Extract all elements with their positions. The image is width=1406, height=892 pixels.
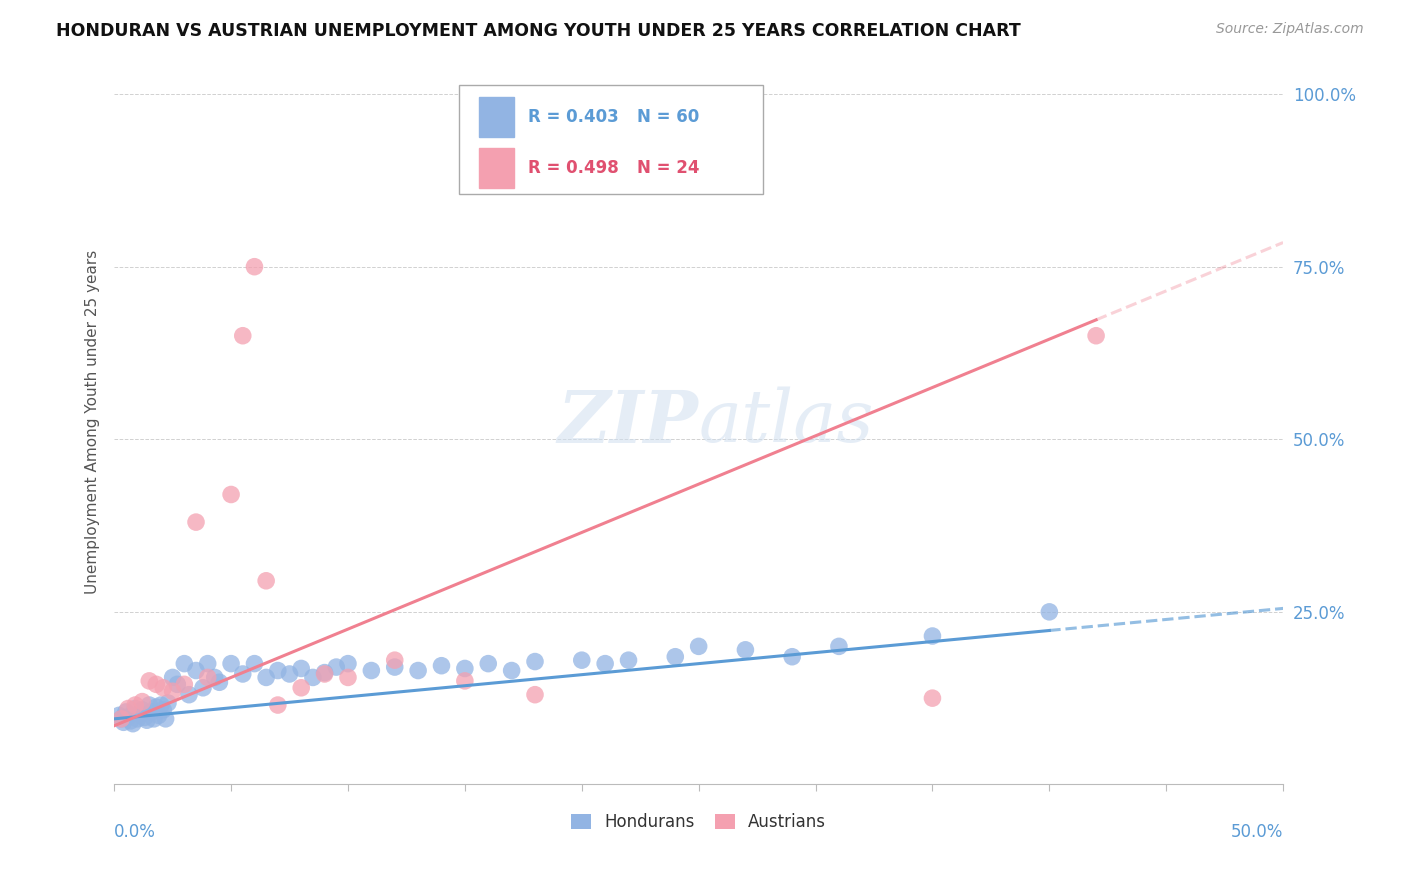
- Point: [254, 670, 277, 684]
- Point: [314, 665, 336, 680]
- Point: [430, 658, 453, 673]
- Point: [131, 695, 153, 709]
- Point: [162, 684, 184, 698]
- Point: [173, 657, 195, 671]
- Point: [134, 710, 156, 724]
- Point: [1038, 605, 1060, 619]
- Point: [127, 712, 149, 726]
- Point: [501, 664, 523, 678]
- Point: [117, 710, 139, 724]
- Point: [664, 649, 686, 664]
- Text: ZIP: ZIP: [558, 386, 699, 458]
- Text: N = 24: N = 24: [637, 159, 699, 177]
- Point: [184, 664, 207, 678]
- Point: [156, 696, 179, 710]
- Point: [129, 706, 152, 721]
- Text: Source: ZipAtlas.com: Source: ZipAtlas.com: [1216, 22, 1364, 37]
- Point: [152, 703, 174, 717]
- Point: [593, 657, 616, 671]
- Point: [177, 688, 200, 702]
- Y-axis label: Unemployment Among Youth under 25 years: Unemployment Among Youth under 25 years: [86, 250, 100, 594]
- Point: [254, 574, 277, 588]
- Point: [122, 716, 145, 731]
- Point: [314, 667, 336, 681]
- Point: [110, 712, 132, 726]
- Point: [191, 681, 214, 695]
- Point: [152, 681, 174, 695]
- Point: [921, 629, 943, 643]
- Point: [232, 667, 254, 681]
- Point: [325, 660, 347, 674]
- Text: HONDURAN VS AUSTRIAN UNEMPLOYMENT AMONG YOUTH UNDER 25 YEARS CORRELATION CHART: HONDURAN VS AUSTRIAN UNEMPLOYMENT AMONG …: [56, 22, 1021, 40]
- Point: [406, 664, 429, 678]
- Point: [267, 664, 290, 678]
- Point: [617, 653, 640, 667]
- Point: [336, 670, 359, 684]
- Point: [734, 642, 756, 657]
- FancyBboxPatch shape: [458, 85, 763, 194]
- Legend: Hondurans, Austrians: Hondurans, Austrians: [564, 806, 832, 838]
- Point: [131, 703, 153, 717]
- Point: [524, 655, 547, 669]
- Text: atlas: atlas: [699, 387, 875, 458]
- Point: [142, 712, 165, 726]
- Point: [197, 657, 219, 671]
- Point: [173, 677, 195, 691]
- Text: R = 0.403: R = 0.403: [529, 108, 619, 126]
- Point: [124, 698, 146, 712]
- Point: [302, 670, 325, 684]
- Point: [571, 653, 593, 667]
- Point: [1085, 328, 1108, 343]
- Point: [148, 708, 170, 723]
- Text: R = 0.498: R = 0.498: [529, 159, 619, 177]
- Point: [117, 701, 139, 715]
- Point: [477, 657, 499, 671]
- Text: 50.0%: 50.0%: [1230, 823, 1284, 841]
- Point: [243, 657, 266, 671]
- Point: [155, 712, 177, 726]
- Point: [110, 712, 132, 726]
- Point: [204, 670, 226, 684]
- Text: N = 60: N = 60: [637, 108, 699, 126]
- Point: [145, 677, 167, 691]
- Bar: [479, 97, 515, 137]
- Point: [162, 670, 184, 684]
- Point: [454, 661, 477, 675]
- Point: [141, 705, 163, 719]
- Point: [219, 487, 242, 501]
- Point: [197, 670, 219, 684]
- Point: [921, 691, 943, 706]
- Point: [243, 260, 266, 274]
- Point: [828, 640, 851, 654]
- Point: [149, 698, 172, 712]
- Point: [267, 698, 290, 712]
- Point: [138, 673, 160, 688]
- Point: [219, 657, 242, 671]
- Point: [688, 640, 710, 654]
- Point: [184, 515, 207, 529]
- Text: 0.0%: 0.0%: [114, 823, 156, 841]
- Point: [208, 675, 231, 690]
- Point: [120, 714, 142, 728]
- Point: [290, 661, 312, 675]
- Point: [454, 673, 477, 688]
- Point: [290, 681, 312, 695]
- Point: [124, 701, 146, 715]
- Point: [780, 649, 803, 664]
- Point: [232, 328, 254, 343]
- Point: [166, 677, 188, 691]
- Point: [336, 657, 359, 671]
- Point: [278, 667, 301, 681]
- Point: [384, 653, 406, 667]
- Point: [524, 688, 547, 702]
- Point: [115, 705, 138, 719]
- Bar: [479, 148, 515, 187]
- Point: [112, 715, 135, 730]
- Point: [145, 700, 167, 714]
- Point: [384, 660, 406, 674]
- Point: [360, 664, 382, 678]
- Point: [138, 698, 160, 712]
- Point: [135, 713, 157, 727]
- Point: [108, 708, 131, 723]
